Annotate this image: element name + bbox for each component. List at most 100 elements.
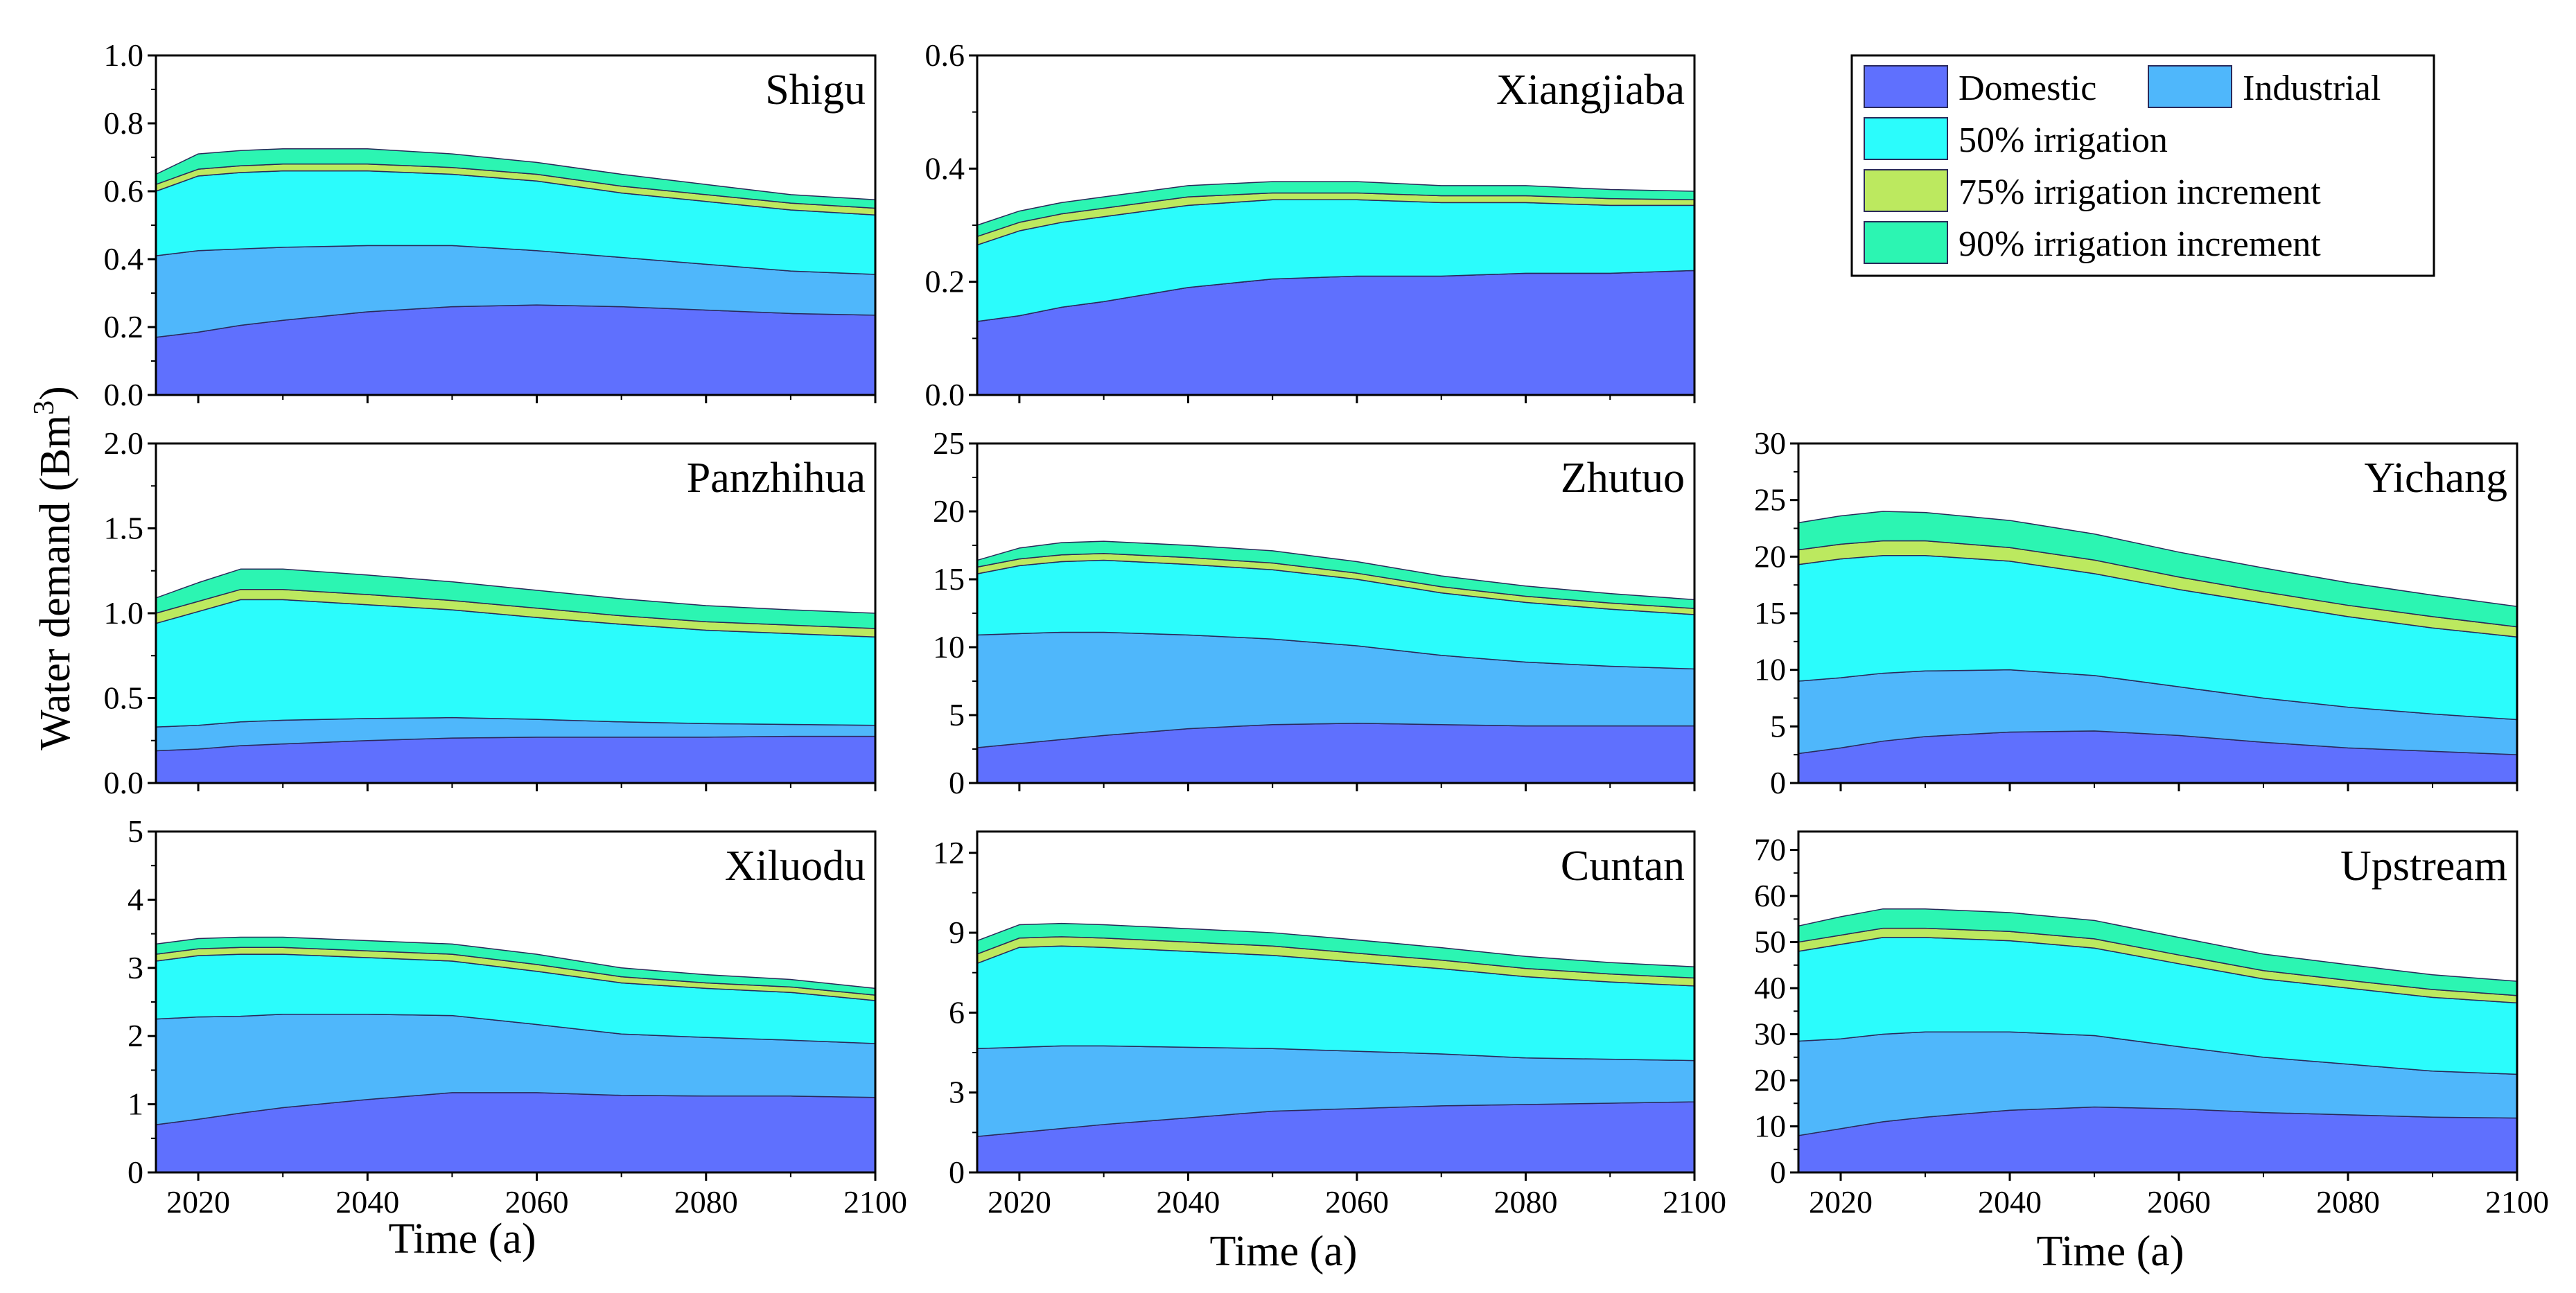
panzhihua-y-tick-label: 0.0 (104, 765, 144, 800)
legend-label-domestic: Domestic (1959, 69, 2096, 108)
xiangjiaba-y-tick-label: 0.2 (925, 264, 965, 299)
cuntan-x-tick-label: 2020 (988, 1184, 1051, 1220)
legend-label-irr50: 50% irrigation (1959, 121, 2168, 160)
xiluodu-y-tick-label: 0 (128, 1154, 143, 1190)
panel-xiangjiaba: 0.0 0.2 0.4 0.6 Xiangjiaba (925, 37, 1696, 412)
zhutuo-y-tick-label: 0 (949, 765, 965, 800)
panel-panzhihua: 0.0 0.5 1.0 1.5 2.0 Panzhihua (104, 425, 877, 800)
panzhihua-y-tick-label: 1.0 (104, 595, 144, 631)
xiluodu-x-tick-label: 2060 (505, 1184, 569, 1220)
xiluodu-y-tick-label: 4 (128, 881, 143, 917)
xiluodu-x-tick-label: 2100 (843, 1184, 907, 1220)
y-axis-title-main: Water demand (Bm (32, 415, 79, 750)
shigu-y-tick-label: 1.0 (104, 37, 144, 73)
yichang-y-tick-label: 0 (1770, 765, 1786, 800)
xiangjiaba-title: Xiangjiaba (1496, 67, 1685, 114)
panzhihua-y-tick-label: 2.0 (104, 425, 144, 461)
xiluodu-x-tick-label: 2080 (674, 1184, 738, 1220)
legend-swatch-irr50 (1864, 117, 1948, 160)
xiluodu-y-tick-label: 2 (128, 1018, 143, 1053)
legend-label-industrial: Industrial (2243, 69, 2381, 108)
legend-frame (1850, 54, 2435, 277)
y-axis-title-sup: 3 (28, 401, 60, 415)
y-axis-title-close: ) (32, 386, 79, 401)
cuntan-y-tick-label: 0 (949, 1154, 965, 1190)
panzhihua-y-tick-label: 0.5 (104, 680, 144, 716)
xiangjiaba-y-tick-label: 0.4 (925, 150, 965, 186)
zhutuo-y-tick-label: 10 (933, 629, 965, 665)
cuntan-y-tick-label: 3 (949, 1075, 965, 1110)
zhutuo-y-tick-label: 5 (949, 697, 965, 732)
legend-swatch-irr75 (1864, 169, 1948, 212)
panel-upstream: 0 10 20 30 40 50 60 70 2020 2040 2060 2080 2100 Upstr… (1754, 830, 2549, 1220)
yichang-y-tick-label: 5 (1770, 708, 1786, 744)
upstream-x-tick-label: 2020 (1809, 1184, 1873, 1220)
panels-layer: 0.0 0.2 0.4 0.6 0.8 1.0 Shigu 0.0 0.2 0.4 0.6 Xiang… (104, 37, 2550, 1220)
shigu-y-tick-label: 0.2 (104, 309, 144, 344)
cuntan-x-tick-label: 2080 (1493, 1184, 1557, 1220)
x-axis-title-col3: Time (a) (2037, 1228, 2184, 1275)
cuntan-title: Cuntan (1561, 843, 1685, 890)
panzhihua-title: Panzhihua (687, 455, 866, 502)
panel-zhutuo: 0 5 10 15 20 25 Zhutuo (933, 425, 1696, 800)
cuntan-x-tick-label: 2040 (1156, 1184, 1220, 1220)
upstream-title: Upstream (2340, 843, 2507, 890)
xiluodu-title: Xiluodu (725, 843, 866, 890)
panel-yichang: 0 5 10 15 20 25 30 Yichang (1754, 425, 2518, 800)
cuntan-y-tick-label: 9 (949, 915, 965, 950)
legend-label-irr75: 75% irrigation increment (1959, 173, 2321, 212)
yichang-y-tick-label: 10 (1754, 652, 1786, 687)
upstream-x-tick-label: 2060 (2147, 1184, 2211, 1220)
xiluodu-y-tick-label: 5 (128, 813, 143, 849)
panel-cuntan: 0 3 6 9 12 2020 2040 2060 2080 2100 Cuntan (933, 830, 1726, 1220)
yichang-y-tick-label: 25 (1754, 482, 1786, 518)
upstream-x-tick-label: 2040 (1978, 1184, 2042, 1220)
zhutuo-title: Zhutuo (1561, 455, 1685, 502)
shigu-title: Shigu (765, 67, 866, 114)
legend-swatch-domestic (1864, 65, 1948, 108)
cuntan-x-tick-label: 2060 (1325, 1184, 1389, 1220)
legend: Domestic Industrial 50% irrigation 75% i… (1850, 54, 2435, 277)
legend-swatch-industrial (2148, 65, 2232, 108)
cuntan-y-tick-label: 12 (933, 835, 965, 870)
shigu-y-tick-label: 0.4 (104, 241, 144, 276)
upstream-y-tick-label: 10 (1754, 1109, 1786, 1144)
yichang-title: Yichang (2364, 455, 2507, 502)
panel-xiluodu: 0 1 2 3 4 5 2020 2040 2060 2080 2100 Xiluodu (128, 813, 907, 1220)
cuntan-frame (976, 830, 1696, 1174)
x-axis-title-col2: Time (a) (1210, 1228, 1358, 1275)
panzhihua-y-tick-label: 1.5 (104, 511, 144, 546)
cuntan-y-tick-label: 6 (949, 994, 965, 1030)
upstream-y-tick-label: 50 (1754, 924, 1786, 960)
shigu-y-tick-label: 0.8 (104, 105, 144, 141)
shigu-y-tick-label: 0.6 (104, 173, 144, 209)
upstream-x-tick-label: 2100 (2485, 1184, 2549, 1220)
panel-shigu: 0.0 0.2 0.4 0.6 0.8 1.0 Shigu (104, 37, 877, 412)
upstream-x-tick-label: 2080 (2316, 1184, 2380, 1220)
legend-label-irr90: 90% irrigation increment (1959, 225, 2321, 264)
legend-swatch-irr90 (1864, 221, 1948, 264)
xiluodu-x-tick-label: 2040 (335, 1184, 399, 1220)
upstream-y-tick-label: 40 (1754, 970, 1786, 1005)
upstream-y-tick-label: 0 (1770, 1154, 1786, 1190)
zhutuo-y-tick-label: 20 (933, 493, 965, 529)
upstream-frame (1797, 830, 2518, 1174)
xiangjiaba-y-tick-label: 0.6 (925, 37, 965, 73)
xiluodu-y-tick-label: 3 (128, 950, 143, 985)
y-axis-title: Water demand (Bm3) (28, 386, 79, 750)
upstream-y-tick-label: 60 (1754, 878, 1786, 913)
yichang-y-tick-label: 20 (1754, 538, 1786, 574)
upstream-y-tick-label: 20 (1754, 1062, 1786, 1098)
yichang-y-tick-label: 30 (1754, 425, 1786, 461)
upstream-y-tick-label: 70 (1754, 832, 1786, 868)
zhutuo-y-tick-label: 25 (933, 425, 965, 461)
xiangjiaba-y-tick-label: 0.0 (925, 377, 965, 412)
yichang-y-tick-label: 15 (1754, 595, 1786, 631)
zhutuo-y-tick-label: 15 (933, 561, 965, 597)
xiluodu-y-tick-label: 1 (128, 1087, 143, 1122)
x-axis-title-col1: Time (a) (389, 1215, 536, 1263)
xiluodu-x-tick-label: 2020 (166, 1184, 230, 1220)
shigu-y-tick-label: 0.0 (104, 377, 144, 412)
cuntan-x-tick-label: 2100 (1663, 1184, 1726, 1220)
